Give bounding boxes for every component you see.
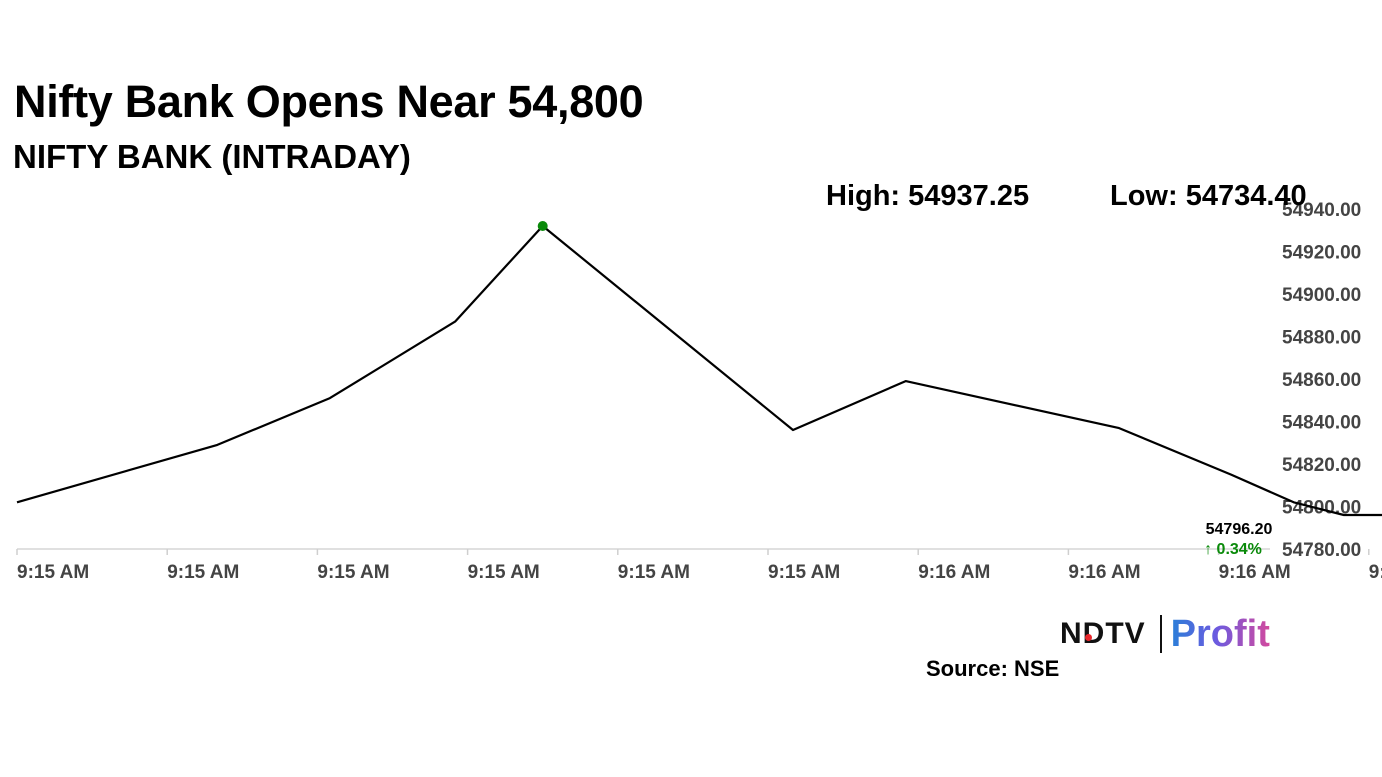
y-tick-label: 54840.00: [1282, 413, 1361, 434]
change-label: ↑ 0.34%: [1204, 541, 1262, 558]
y-tick-label: 54800.00: [1282, 498, 1361, 519]
last-value-labels: 54796.20 ↑ 0.34%: [1204, 521, 1272, 558]
x-tick-label: 9:16 AM: [1219, 562, 1291, 583]
ndtv-profit-logo: NDTV Profit: [1060, 612, 1270, 656]
high-stat: High: 54937.25: [826, 180, 1030, 212]
y-tick-label: 54940.00: [1282, 200, 1361, 221]
low-stat: Low: 54734.40: [1110, 180, 1307, 212]
y-tick-label: 54780.00: [1282, 540, 1361, 561]
last-value-label: 54796.20: [1206, 521, 1273, 538]
x-tick-label: 9:15 AM: [317, 562, 389, 583]
chart-markers: [537, 221, 548, 231]
x-tick-label: 9:16 AM: [1068, 562, 1140, 583]
logo-profit: Profit: [1170, 612, 1270, 655]
y-tick-label: 54880.00: [1282, 328, 1361, 349]
x-tick-label: 9:15 AM: [17, 562, 89, 583]
x-tick-label: 9:15 AM: [167, 562, 239, 583]
y-axis-ticks: 54940.00 54920.00 54900.00 54880.00 54860.00…: [1282, 200, 1361, 561]
x-axis-ticks: 9:15 AM 9:15 AM 9:15 AM 9:15 AM 9:15 AM 9:15 …: [16, 549, 1382, 583]
y-tick-label: 54900.00: [1282, 285, 1361, 306]
y-tick-label: 54920.00: [1282, 243, 1361, 264]
x-tick-label: 9:15 AM: [468, 562, 540, 583]
x-tick-label: 9:15 AM: [768, 562, 840, 583]
series-line: [16, 224, 1382, 517]
chart-subtitle: NIFTY BANK (INTRADAY): [13, 138, 411, 175]
x-tick-label: 9:16 AM: [918, 562, 990, 583]
chart-title: Nifty Bank Opens Near 54,800: [14, 76, 644, 127]
logo-dot-icon: [1085, 634, 1092, 641]
logo-ndtv: NDTV: [1060, 617, 1146, 650]
chart-marker-point: [537, 221, 548, 231]
y-tick-label: 54820.00: [1282, 455, 1361, 476]
x-tick-label: 9:16 AM: [1369, 562, 1382, 583]
logo-separator: [1159, 615, 1162, 653]
source-note: Source: NSE: [926, 656, 1060, 681]
y-tick-label: 54860.00: [1282, 370, 1361, 391]
x-tick-label: 9:15 AM: [618, 562, 690, 583]
